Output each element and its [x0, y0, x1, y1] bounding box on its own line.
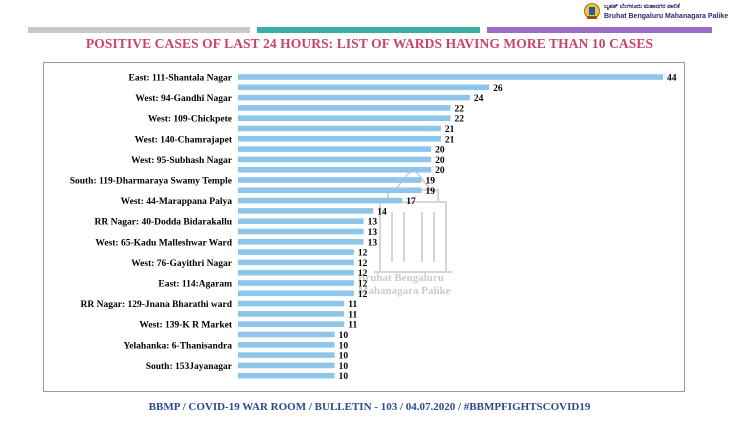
bar-14	[238, 218, 364, 224]
bar-5	[238, 125, 441, 132]
bar-6	[238, 136, 441, 142]
bar-20	[238, 280, 354, 286]
bar-value-label: 12	[358, 280, 368, 290]
chart-title: POSITIVE CASES OF LAST 24 HOURS: LIST OF…	[85, 36, 654, 51]
bar-value-label: 20	[435, 146, 445, 156]
bar-11	[238, 187, 422, 194]
bar-22	[238, 300, 345, 307]
category-label: West: 109-Chickpete	[148, 115, 232, 125]
bar-7	[238, 146, 432, 152]
bar-12	[238, 197, 403, 204]
watermark-building-icon	[374, 166, 452, 273]
bar-value-label: 19	[426, 177, 436, 187]
logo-english-text: Bruhat Bengaluru Mahanagara Palike	[604, 13, 729, 20]
bar-21	[238, 290, 354, 297]
watermark-line-1: Bruhat Bengaluru	[358, 272, 444, 284]
bar-25	[238, 331, 335, 338]
bar-value-label: 20	[435, 166, 445, 176]
bar-23	[238, 311, 345, 317]
bar-value-label: 10	[339, 341, 349, 351]
bar-15	[238, 228, 364, 235]
category-label: South: 119-Dharmaraya Swamy Temple	[70, 177, 232, 187]
bar-10	[238, 177, 422, 183]
bar-value-label: 10	[339, 362, 349, 372]
bar-8	[238, 156, 432, 163]
bar-2	[238, 94, 470, 101]
bbmp-logo: ಬೃಹತ್ ಬೆಂಗಳೂರು ಮಹಾನಗರ ಪಾಲಿಕೆ Bruhat Beng…	[584, 2, 728, 22]
bar-value-label: 21	[445, 125, 455, 135]
bar-13	[238, 208, 374, 214]
bar-value-label: 26	[493, 84, 503, 94]
bar-value-label: 11	[348, 321, 357, 331]
bar-value-label: 24	[474, 94, 484, 104]
bar-19	[238, 269, 354, 276]
bar-value-label: 12	[358, 290, 368, 300]
category-label: West: 95-Subhash Nagar	[131, 156, 233, 166]
bar-value-label: 12	[358, 269, 368, 279]
bar-value-label: 20	[435, 156, 445, 166]
bar-value-label: 13	[368, 238, 378, 248]
bar-value-label: 22	[455, 104, 465, 114]
bar-value-label: 12	[358, 249, 368, 259]
bars-group: 44 East: 111-Shantala Nagar 26 24 West: 94-G…	[70, 74, 677, 383]
bar-1	[238, 84, 490, 91]
category-label: West: 94-Gandhi Nagar	[135, 94, 232, 104]
bar-28	[238, 362, 335, 369]
bar-value-label: 17	[406, 197, 416, 207]
bar-18	[238, 259, 354, 266]
category-label: RR Nagar: 129-Jnana Bharathi ward	[81, 300, 233, 310]
bar-value-label: 19	[426, 187, 436, 197]
bar-value-label: 13	[368, 218, 378, 228]
watermark-line-2: Mahanagara Palike	[358, 285, 451, 297]
bbmp-emblem-icon	[584, 3, 600, 19]
bar-value-label: 13	[368, 228, 378, 238]
bar-value-label: 11	[348, 300, 357, 310]
category-label: RR Nagar: 40-Dodda Bidarakallu	[95, 218, 233, 228]
bar-29	[238, 372, 335, 379]
category-label: West: 44-Marappana Palya	[121, 197, 233, 207]
header-color-bars	[28, 27, 712, 33]
bar-24	[238, 321, 345, 327]
category-label: West: 76-Gayithri Nagar	[131, 259, 233, 269]
bar-value-label: 14	[377, 207, 387, 217]
header-bar-teal	[257, 27, 480, 33]
category-label: West: 65-Kadu Malleshwar Ward	[95, 238, 232, 248]
bar-16	[238, 239, 364, 245]
bar-value-label: 21	[445, 135, 455, 145]
header-bar-gray	[28, 27, 250, 33]
footer-bulletin: BBMP / COVID-19 WAR ROOM / BULLETIN - 10…	[148, 401, 591, 413]
logo-kannada-text: ಬೃಹತ್ ಬೆಂಗಳೂರು ಮಹಾನಗರ ಪಾಲಿಕೆ	[604, 4, 680, 10]
bar-9	[238, 166, 432, 173]
chart-frame	[43, 62, 685, 392]
bar-26	[238, 342, 335, 348]
category-label: Yelahanka: 6-Thanisandra	[124, 341, 233, 351]
bar-4	[238, 115, 451, 121]
category-label: West: 140-Chamrajapet	[135, 135, 233, 145]
header-bar-purple	[487, 27, 712, 33]
category-label: East: 111-Shantala Nagar	[129, 74, 233, 84]
bar-value-label: 10	[339, 352, 349, 362]
bar-0	[238, 74, 663, 80]
bar-27	[238, 352, 335, 358]
bar-value-label: 44	[667, 74, 677, 84]
bar-3	[238, 105, 451, 111]
category-label: East: 114:Agaram	[158, 280, 232, 290]
bar-value-label: 10	[339, 372, 349, 382]
bar-value-label: 10	[339, 331, 349, 341]
category-label: West: 139-K R Market	[139, 321, 232, 331]
bar-17	[238, 249, 354, 255]
bar-value-label: 11	[348, 310, 357, 320]
bar-value-label: 22	[455, 115, 465, 125]
category-label: South: 153Jayanagar	[146, 362, 233, 372]
bar-value-label: 12	[358, 259, 368, 269]
